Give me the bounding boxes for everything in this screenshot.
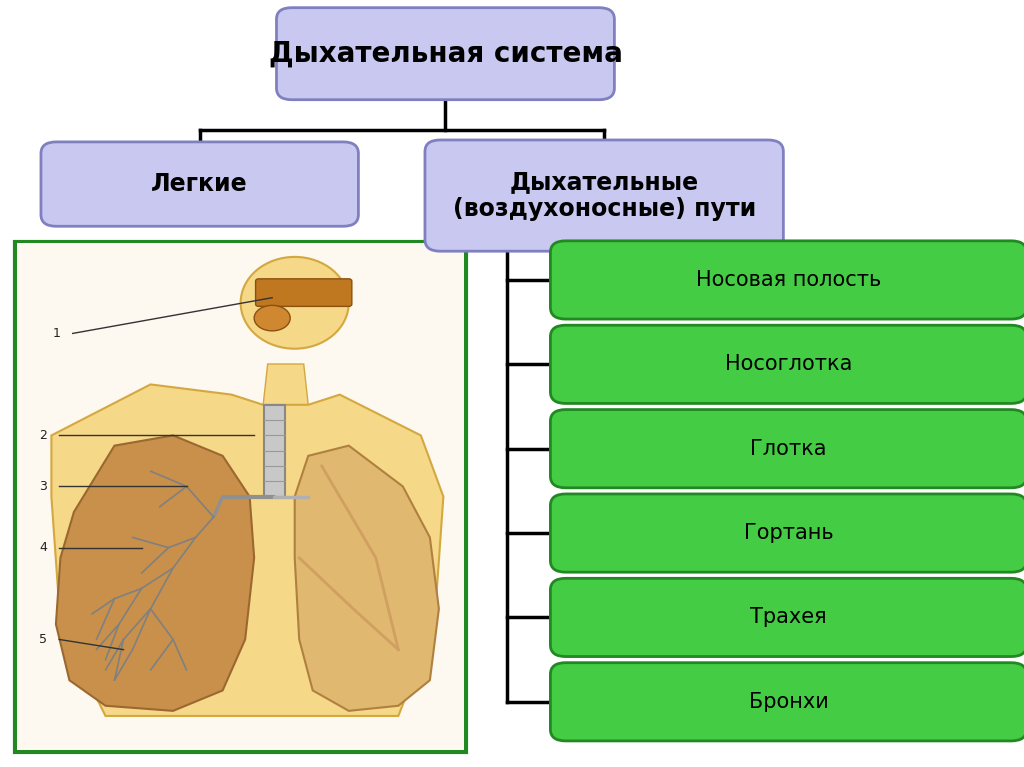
FancyBboxPatch shape [264,405,285,497]
FancyBboxPatch shape [15,242,466,752]
FancyBboxPatch shape [551,241,1024,319]
FancyBboxPatch shape [41,142,358,226]
FancyBboxPatch shape [276,8,614,100]
Text: Гортань: Гортань [743,523,834,543]
Text: 1: 1 [52,327,60,340]
FancyBboxPatch shape [256,279,352,306]
Polygon shape [295,446,439,711]
Text: 3: 3 [39,480,47,493]
Polygon shape [263,364,308,405]
Text: 4: 4 [39,542,47,554]
FancyBboxPatch shape [17,243,464,750]
Ellipse shape [254,305,290,331]
Polygon shape [51,384,443,716]
Polygon shape [56,436,254,711]
Text: Легкие: Легкие [152,172,248,196]
Text: Дыхательная система: Дыхательная система [268,40,623,67]
Text: Глотка: Глотка [751,439,826,459]
Text: Носовая полость: Носовая полость [696,270,881,290]
Text: Трахея: Трахея [751,607,826,627]
Ellipse shape [241,257,349,349]
FancyBboxPatch shape [551,410,1024,488]
Text: Носоглотка: Носоглотка [725,354,852,374]
Text: Дыхательные
(воздухоносные) пути: Дыхательные (воздухоносные) пути [453,170,756,222]
Text: Бронхи: Бронхи [749,692,828,712]
FancyBboxPatch shape [425,140,783,252]
FancyBboxPatch shape [551,494,1024,572]
FancyBboxPatch shape [551,663,1024,741]
Text: 5: 5 [39,633,47,646]
Text: 2: 2 [39,429,47,442]
FancyBboxPatch shape [551,325,1024,403]
FancyBboxPatch shape [551,578,1024,657]
